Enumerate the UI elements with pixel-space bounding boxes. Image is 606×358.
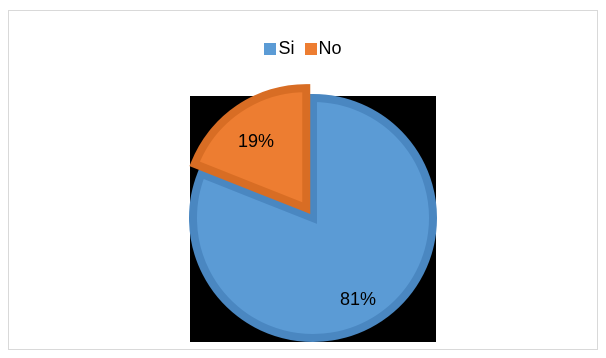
legend-swatch-no [304, 42, 317, 55]
data-label-no: 19% [238, 131, 274, 151]
pie-slice-no [189, 84, 311, 214]
legend-swatch-si [264, 42, 277, 55]
legend-label-si: Si [278, 38, 295, 58]
data-label-si: 81% [340, 289, 376, 309]
chart-legend: Si No [9, 38, 597, 59]
legend-item-no: No [304, 38, 342, 59]
legend-label-no: No [318, 38, 342, 58]
pie-slice-si [189, 93, 437, 342]
legend-item-si: Si [264, 38, 295, 59]
